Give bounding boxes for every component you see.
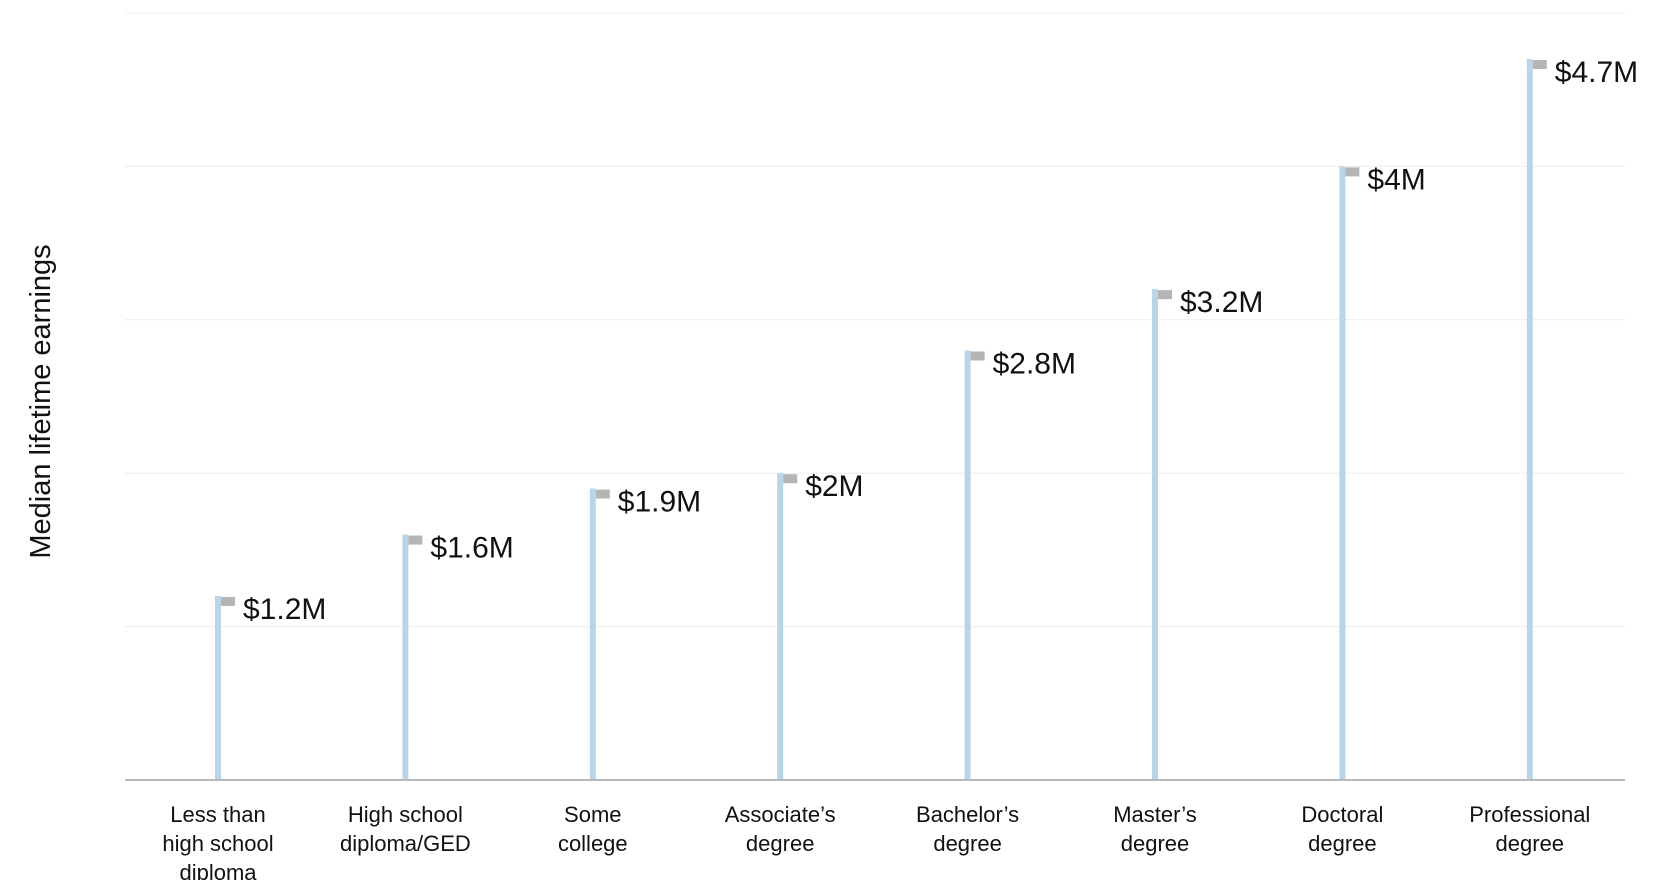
bar-flag (970, 351, 985, 361)
bar-flag (408, 535, 423, 545)
bar-stem (402, 534, 409, 780)
value-label: $4.7M (1555, 56, 1638, 89)
value-label: $2.8M (993, 347, 1076, 380)
bar-stem (777, 473, 784, 780)
bar-stem (1339, 166, 1346, 780)
category-label: Bachelor’s degree (916, 802, 1020, 856)
value-label: $1.9M (618, 486, 701, 519)
bar-flag (221, 596, 235, 606)
category-label: Less than high school diploma (162, 802, 274, 880)
value-label: $3.2M (1180, 286, 1263, 319)
bar-stem (589, 488, 596, 780)
bar-stem (1152, 289, 1158, 780)
category-label: Associate’s degree (724, 802, 836, 856)
value-label: $1.6M (430, 532, 513, 565)
value-label: $1.2M (243, 593, 326, 626)
bar-flag (595, 489, 610, 499)
category-label: High school diploma/GED (339, 802, 471, 856)
bar-stem (1526, 59, 1533, 780)
bar-flag (1345, 167, 1360, 177)
category-label: Professional degree (1469, 802, 1591, 856)
y-axis-title: Median lifetime earnings (25, 244, 57, 558)
value-labels: $1.2M $1.6M $1.9M $2M $2.8M $3.2M $4M $4.7M (243, 56, 1638, 626)
category-label: Doctoral degree (1301, 802, 1384, 856)
gridlines (125, 12, 1625, 628)
bar-stem (964, 350, 971, 780)
bar-flag (783, 474, 798, 484)
value-label: $4M (1367, 163, 1425, 196)
bar-stem (215, 595, 221, 780)
category-label: Some college (557, 802, 628, 856)
category-label: Master’s degree (1113, 802, 1197, 856)
value-label: $2M (805, 470, 863, 503)
bar-flag (1158, 290, 1172, 300)
bars (215, 59, 1547, 780)
bar-flag (1532, 60, 1547, 70)
